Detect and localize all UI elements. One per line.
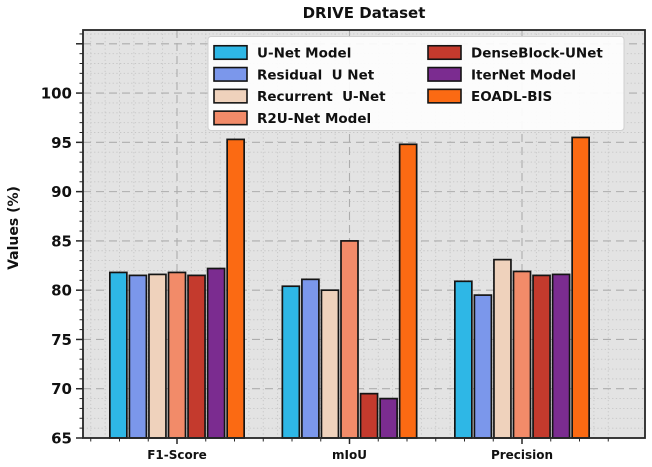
bar-denseblock-unet-f1-score <box>187 274 206 439</box>
bar-residual-u-net-miou <box>301 278 320 439</box>
bar-eoadl-bis-f1-score <box>226 138 245 439</box>
legend-label-7: EOADL-BIS <box>471 89 552 105</box>
bar-residual-u-net-f1-score <box>128 274 148 439</box>
y-tick-label: 65 <box>51 430 72 448</box>
y-tick-label: 100 <box>41 85 72 103</box>
bar-iternet-model-f1-score <box>206 267 226 439</box>
y-axis-title: Values (%) <box>6 186 22 270</box>
legend-label-5: DenseBlock-UNet <box>471 46 603 62</box>
bar-r2u-net-model-miou <box>340 240 359 439</box>
bar-iternet-model-miou <box>379 397 398 439</box>
x-category-label: F1-Score <box>147 448 207 462</box>
legend-label-3: Recurrent U-Net <box>257 89 386 105</box>
legend-label-6: IterNet Model <box>471 67 576 83</box>
bar-eoadl-bis-miou <box>398 143 418 439</box>
legend-box <box>207 36 625 131</box>
legend-swatch-6 <box>427 66 462 82</box>
bar-u-net-model-miou <box>281 285 301 439</box>
bar-u-net-model-f1-score <box>108 271 128 439</box>
plot-frame <box>82 29 646 439</box>
y-tick-label: 75 <box>51 331 72 349</box>
bar-u-net-model-precision <box>454 280 473 439</box>
bar-recurrent-u-net-precision <box>493 258 512 439</box>
bar-denseblock-unet-miou <box>359 392 379 439</box>
bar-r2u-net-model-f1-score <box>167 271 187 439</box>
y-tick-label: 85 <box>51 232 72 250</box>
bar-eoadl-bis-precision <box>571 136 591 439</box>
bar-residual-u-net-precision <box>473 294 493 439</box>
x-category-label: mIoU <box>332 448 367 462</box>
legend-label-2: Residual U Net <box>257 67 375 83</box>
legend-swatch-4 <box>213 110 248 126</box>
legend-label-1: U-Net Model <box>257 46 351 62</box>
legend-swatch-1 <box>213 44 248 61</box>
chart-title: DRIVE Dataset <box>302 4 426 22</box>
bar-recurrent-u-net-f1-score <box>148 273 167 439</box>
y-tick-label: 90 <box>51 183 72 201</box>
bar-denseblock-unet-precision <box>532 274 551 439</box>
bar-r2u-net-model-precision <box>512 270 532 439</box>
legend-swatch-2 <box>213 66 248 82</box>
y-tick-label: 80 <box>51 282 72 300</box>
y-tick-label: 70 <box>51 380 72 398</box>
bar-recurrent-u-net-miou <box>320 289 340 439</box>
y-tick-label: 95 <box>51 134 72 152</box>
legend-label-4: R2U-Net Model <box>257 111 371 127</box>
legend-swatch-5 <box>427 44 462 61</box>
x-category-label: Precision <box>491 448 553 462</box>
bar-iternet-model-precision <box>551 273 571 439</box>
legend-swatch-7 <box>427 88 462 104</box>
legend-swatch-3 <box>213 88 248 104</box>
